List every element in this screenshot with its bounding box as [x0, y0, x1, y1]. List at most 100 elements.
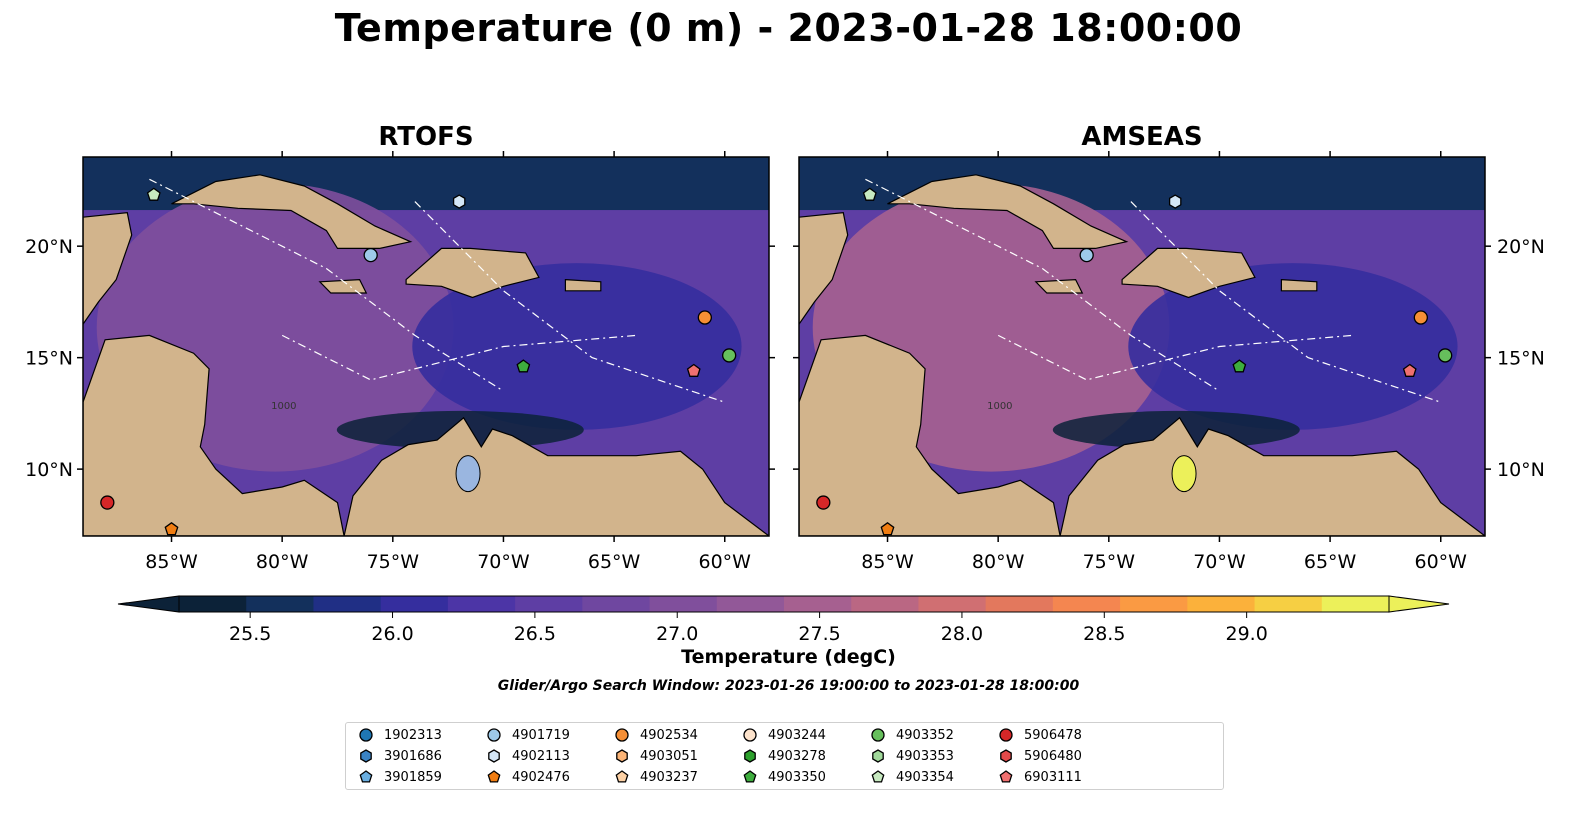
float-4902113: [452, 194, 466, 209]
colorbar-bin: [313, 596, 382, 612]
legend-label: 4903278: [768, 748, 826, 764]
legend-item-4903051: 4903051: [614, 748, 698, 764]
x-tick-label: 70°W: [1193, 551, 1246, 573]
legend-item-1902313: 1902313: [358, 727, 442, 743]
x-tick-label: 60°W: [1415, 551, 1468, 573]
legend-label: 3901686: [384, 748, 442, 764]
legend-item-3901686: 3901686: [358, 748, 442, 764]
legend-label: 4903350: [768, 769, 826, 785]
legend-item-3901859: 3901859: [358, 769, 442, 785]
colorbar-bin: [1187, 596, 1256, 612]
lake-maracaibo: [455, 455, 481, 493]
legend-marker: [487, 770, 501, 783]
y-tick-label: 10°N: [1497, 459, 1545, 481]
legend-marker-icon: [743, 728, 757, 742]
colorbar-bin: [179, 596, 247, 612]
colorbar-bin: [1052, 596, 1121, 612]
legend-marker: [359, 728, 373, 742]
legend-marker-icon: [744, 749, 756, 763]
colorbar-bin: [1120, 596, 1188, 612]
boundary-line: [1130, 201, 1441, 403]
land-puertorico: [1280, 278, 1318, 292]
colorbar-tick-label: 28.0: [941, 623, 983, 645]
legend-label: 5906480: [1024, 748, 1082, 764]
float-4902113: [1168, 194, 1182, 209]
panel-title-rtofs: RTOFS: [378, 122, 474, 152]
legend-marker: [743, 770, 757, 783]
boundary-line: [414, 201, 725, 403]
colorbar-tick-label: 29.0: [1225, 623, 1267, 645]
amseas-map: 85°W 80°W 75°W 70°W 65°W 60°W 10°N 15°N 20°N 1000: [793, 151, 1545, 573]
boundary-line: [865, 178, 1220, 392]
legend-item-4903244: 4903244: [742, 727, 826, 743]
x-tick-label: 70°W: [477, 551, 530, 573]
x-tick-label: 80°W: [972, 551, 1025, 573]
land-cuba: [887, 174, 1129, 249]
legend-marker: [359, 770, 373, 783]
land-central: [83, 334, 345, 536]
legend-marker: [615, 770, 629, 783]
legend-marker-icon: [487, 770, 501, 783]
colorbar-bin: [380, 596, 449, 612]
colorbar-bin: [447, 596, 516, 612]
legend-marker-icon: [488, 749, 500, 763]
colorbar-bin: [985, 596, 1054, 612]
legend-marker: [488, 749, 500, 763]
land-jamaica: [318, 278, 368, 294]
legend-marker: [744, 749, 756, 763]
legend-marker: [743, 728, 757, 742]
legend-item-4903278: 4903278: [742, 748, 826, 764]
colorbar-bin: [716, 596, 785, 612]
map-frame: [798, 156, 1486, 537]
land-hispaniola: [405, 247, 540, 299]
chart-title: Temperature (0 m) - 2023-01-28 18:00:00: [334, 6, 1243, 50]
legend-label: 6903111: [1024, 769, 1082, 785]
y-tick-label: 15°N: [25, 348, 73, 370]
float-4901719: [1079, 247, 1094, 263]
legend-item-5906480: 5906480: [998, 748, 1082, 764]
map-frame: [82, 156, 770, 537]
legend-marker: [871, 770, 885, 783]
legend-marker: [360, 749, 372, 763]
x-tick-label: 65°W: [1304, 551, 1357, 573]
contour-label: 1000: [987, 401, 1012, 412]
float-4901719: [363, 247, 378, 263]
legend-marker: [615, 728, 629, 742]
rtofs-map: 85°W 80°W 75°W 70°W 65°W 60°W 10°N 15°N 20°N 1000: [25, 151, 775, 573]
float-4903352: [1438, 348, 1453, 363]
legend-marker: [1000, 749, 1012, 763]
legend-marker: [616, 749, 628, 763]
legend-item-4901719: 4901719: [486, 727, 570, 743]
legend-marker-icon: [615, 770, 629, 783]
land-south: [1059, 416, 1485, 536]
colorbar-tick-label: 26.0: [371, 623, 413, 645]
float-6903111: [1402, 363, 1417, 377]
legend-marker-icon: [359, 728, 373, 742]
legend-label: 3901859: [384, 769, 442, 785]
boundary-line: [149, 178, 504, 392]
x-tick-label: 65°W: [588, 551, 641, 573]
legend-label: 4903244: [768, 727, 826, 743]
legend-label: 4901719: [512, 727, 570, 743]
colorbar-extend-low: [117, 595, 180, 613]
colorbar: 25.5 26.0 26.5 27.0 27.5 28.0 28.5 29.0: [117, 595, 1450, 645]
search-window-text: Glider/Argo Search Window: 2023-01-26 19…: [497, 678, 1080, 694]
legend-marker-icon: [743, 770, 757, 783]
legend-item-4903352: 4903352: [870, 727, 954, 743]
x-tick-label: 85°W: [145, 551, 198, 573]
float-4903350: [1232, 359, 1247, 373]
panel-title-amseas: AMSEAS: [1081, 122, 1203, 152]
colorbar-bin: [515, 596, 583, 612]
float-5906478: [816, 495, 831, 510]
legend-label: 4903237: [640, 769, 698, 785]
legend-marker-icon: [487, 728, 501, 742]
legend-marker-icon: [616, 749, 628, 763]
colorbar-bin: [851, 596, 919, 612]
legend-marker: [871, 728, 885, 742]
legend-marker: [872, 749, 884, 763]
x-tick-label: 60°W: [699, 551, 752, 573]
legend-item-4903353: 4903353: [870, 748, 954, 764]
legend-marker-icon: [360, 749, 372, 763]
boundary-line: [281, 334, 637, 381]
